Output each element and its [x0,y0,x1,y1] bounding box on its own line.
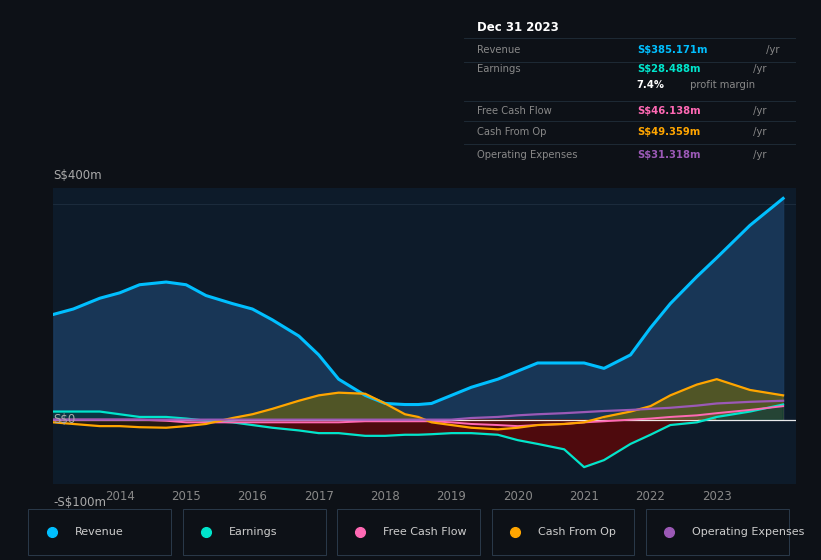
Text: Revenue: Revenue [75,527,123,537]
Text: S$31.318m: S$31.318m [637,150,700,160]
Text: Free Cash Flow: Free Cash Flow [383,527,467,537]
Text: S$0: S$0 [53,413,76,426]
Text: S$49.359m: S$49.359m [637,128,700,138]
Text: Dec 31 2023: Dec 31 2023 [477,21,559,34]
Text: Revenue: Revenue [477,45,521,55]
Text: -S$100m: -S$100m [53,496,107,509]
Text: /yr: /yr [764,45,780,55]
Text: Earnings: Earnings [229,527,277,537]
Text: profit margin: profit margin [687,81,755,90]
Text: S$28.488m: S$28.488m [637,64,700,74]
Text: Earnings: Earnings [477,64,521,74]
Text: /yr: /yr [750,106,767,116]
Text: Operating Expenses: Operating Expenses [477,150,578,160]
Text: Cash From Op: Cash From Op [477,128,547,138]
Text: S$400m: S$400m [53,169,102,182]
Text: S$385.171m: S$385.171m [637,45,707,55]
Text: /yr: /yr [750,64,767,74]
Text: Cash From Op: Cash From Op [538,527,616,537]
Text: 7.4%: 7.4% [637,81,665,90]
Text: S$46.138m: S$46.138m [637,106,700,116]
Text: Operating Expenses: Operating Expenses [692,527,805,537]
Text: /yr: /yr [750,150,767,160]
Text: /yr: /yr [750,128,767,138]
Text: Free Cash Flow: Free Cash Flow [477,106,552,116]
